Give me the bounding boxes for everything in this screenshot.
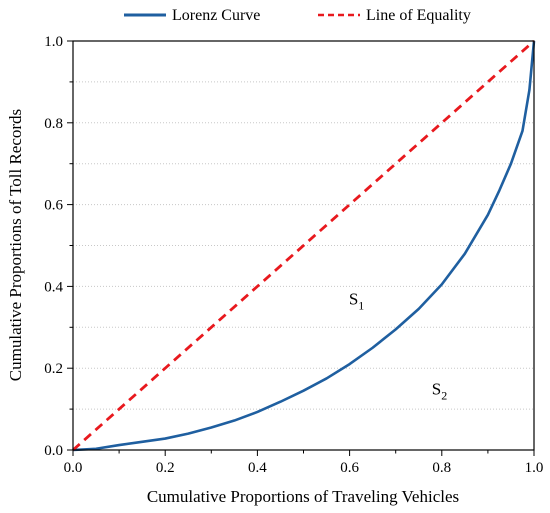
- x-tick-label: 0.0: [64, 460, 83, 476]
- line-of-equality-series: [72, 39, 535, 452]
- y-tick-label: 0.2: [44, 361, 63, 377]
- x-tick-label: 1.0: [525, 460, 544, 476]
- y-axis-title: Cumulative Proportions of Toll Records: [6, 109, 25, 381]
- y-tick-label: 0.4: [44, 279, 63, 295]
- x-tick-label: 0.6: [340, 460, 359, 476]
- y-tick-label: 1.0: [44, 34, 63, 50]
- x-axis-title: Cumulative Proportions of Traveling Vehi…: [147, 487, 459, 506]
- y-tick-label: 0.8: [44, 116, 63, 132]
- legend-label-line-of-equality: Line of Equality: [366, 7, 471, 24]
- x-tick-label: 0.2: [156, 460, 175, 476]
- region-label-s1: S1: [349, 290, 364, 313]
- legend-label-lorenz-curve: Lorenz Curve: [172, 7, 260, 24]
- x-tick-label: 0.4: [248, 460, 267, 476]
- lorenz-curve-series: [72, 40, 536, 452]
- gridlines: [73, 81, 534, 410]
- y-tick-label: 0.6: [44, 198, 63, 214]
- series-layer: [72, 39, 536, 452]
- legend: Lorenz Curve Line of Equality: [124, 7, 471, 24]
- y-tick-label: 0.0: [44, 443, 63, 459]
- region-annotations: S1 S2: [349, 290, 447, 403]
- x-tick-label: 0.8: [432, 460, 451, 476]
- region-label-s2: S2: [432, 380, 447, 403]
- axis-ticks: 0.0 0.2 0.4 0.6 0.8 1.0 0.0 0.2 0.4 0.6 0.8 1.0: [44, 34, 543, 476]
